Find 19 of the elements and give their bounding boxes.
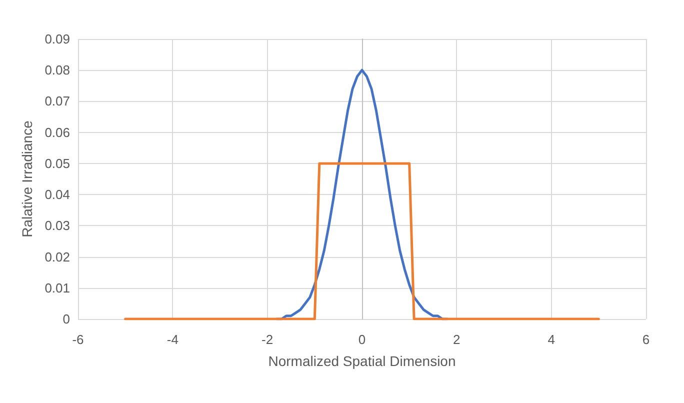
x-tick-label: -6 xyxy=(72,332,84,347)
x-tick-label: 4 xyxy=(548,332,555,347)
x-tick-label: -4 xyxy=(166,332,178,347)
y-tick-label: 0.08 xyxy=(44,62,70,78)
x-tick-label: 0 xyxy=(358,332,366,347)
y-tick-label: 0.05 xyxy=(44,156,70,171)
y-tick-label: 0.04 xyxy=(44,187,70,202)
y-axis-title: Ralative Irradiance xyxy=(18,120,35,238)
x-tick-label: -2 xyxy=(262,332,274,347)
y-tick-label: 0.03 xyxy=(44,218,70,234)
x-tick-label: 2 xyxy=(453,332,460,347)
y-tick-label: 0.07 xyxy=(44,94,70,109)
y-tick-label: 0.02 xyxy=(44,249,70,264)
y-tick-label: 0.01 xyxy=(44,280,70,296)
y-tick-label: 0 xyxy=(62,312,70,326)
y-tick-label: 0.09 xyxy=(44,32,70,46)
y-tick-label: 0.06 xyxy=(44,124,70,140)
x-axis-title: Normalized Spatial Dimension xyxy=(268,353,456,369)
x-tick-label: 6 xyxy=(642,332,650,347)
